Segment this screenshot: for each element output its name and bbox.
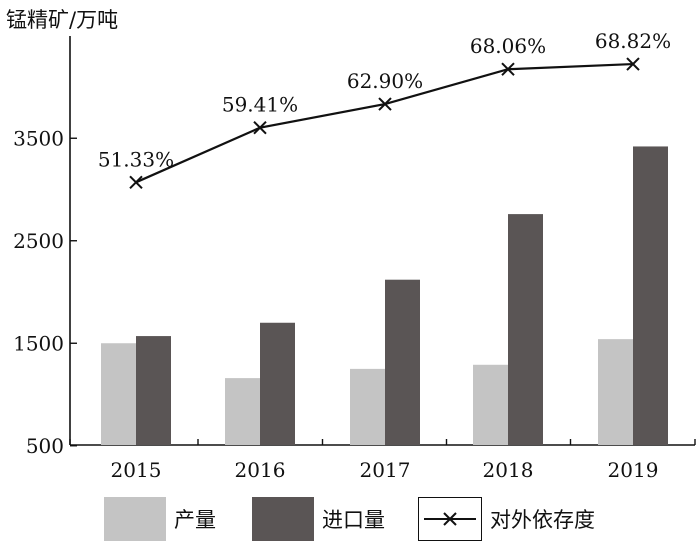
dependence-line: 51.33% 59.41% 62.90% 68.06% 68.82% [98,29,671,190]
legend-item-production: 产量 [104,496,216,542]
legend-line-key-icon [418,497,482,541]
legend-item-imports: 进口量 [252,496,385,542]
x-tick-label: 2019 [608,458,659,482]
bar-production [225,378,260,445]
dependence-marker [626,57,640,71]
tick-labels: 500 1500 2500 3500 2015 2016 2017 2018 2019 [13,126,658,482]
dependence-data-label: 68.82% [595,29,671,53]
dependence-marker [378,97,392,111]
dependence-data-label: 59.41% [222,93,298,117]
bar-production [350,368,385,445]
y-tick-label: 3500 [13,126,64,150]
y-axis-label: 锰精矿/万吨 [6,8,119,32]
legend-item-dependence: 对外依存度 [418,496,595,542]
bars [101,146,668,445]
legend-label-imports: 进口量 [322,508,385,532]
dependence-marker [253,120,267,135]
bar-imports [633,146,668,445]
bar-imports [385,279,420,445]
bar-production [598,339,633,445]
dependence-data-label: 51.33% [98,147,174,171]
legend-label-dependence: 对外依存度 [490,508,595,532]
dependence-data-label: 68.06% [470,34,546,58]
x-tick-label: 2017 [360,458,411,482]
bar-imports [136,336,171,445]
bar-production [473,364,508,445]
x-tick-label: 2018 [483,458,534,482]
legend-label-production: 产量 [174,508,216,532]
legend-swatch-imports [252,497,314,541]
y-tick-label: 500 [26,434,64,458]
chart-canvas: 51.33% 59.41% 62.90% 68.06% 68.82% 500 1500 25… [13,29,696,482]
dependence-data-label: 62.90% [347,69,423,93]
y-tick-label: 1500 [13,331,64,355]
x-tick-label: 2016 [235,458,286,482]
bar-production [101,343,136,445]
x-tick-label: 2015 [111,458,162,482]
dependence-marker [129,175,143,190]
bar-imports [508,214,543,445]
bar-imports [260,322,295,445]
legend: 产量 进口量 对外依存度 [0,496,700,546]
dependence-marker [501,62,515,76]
y-tick-label: 2500 [13,229,64,253]
legend-swatch-production [104,497,166,541]
